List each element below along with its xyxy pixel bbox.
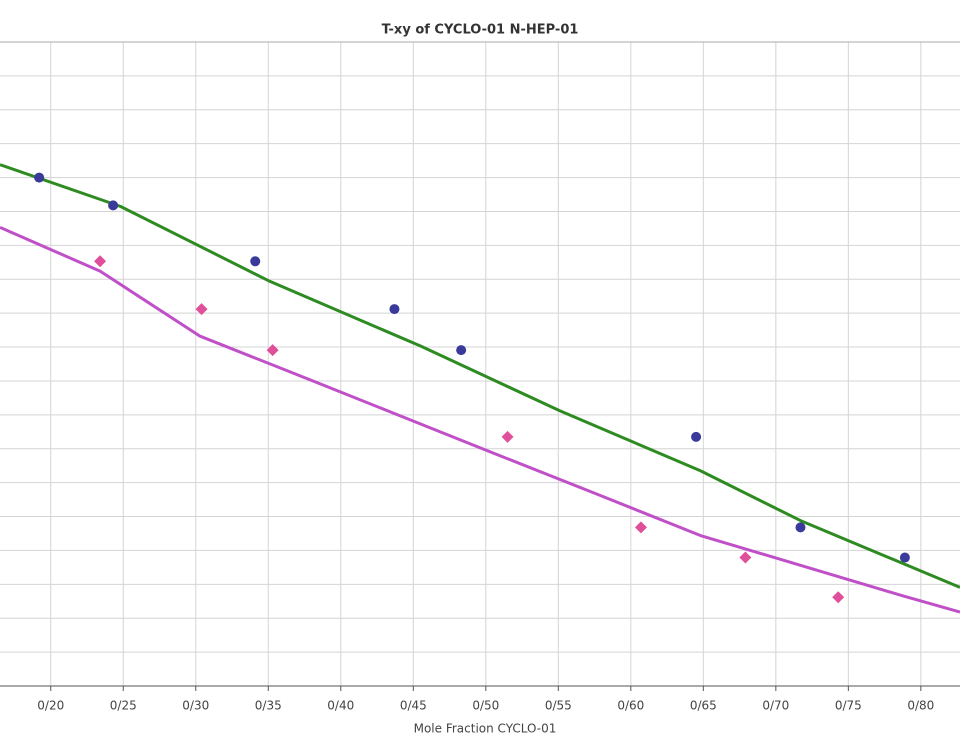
grid <box>0 42 960 686</box>
point <box>691 431 702 442</box>
point <box>634 521 647 534</box>
point <box>250 256 261 267</box>
point <box>832 591 845 604</box>
x-tick-label: 0/80 <box>907 699 934 713</box>
point <box>795 522 806 533</box>
x-tick-label: 0/30 <box>182 699 209 713</box>
point <box>195 303 208 316</box>
line <box>0 226 960 614</box>
x-tick-label: 0/60 <box>617 699 644 713</box>
x-tick-label: 0/20 <box>37 699 64 713</box>
x-tick-label: 0/55 <box>545 699 572 713</box>
x-tick-label: 0/35 <box>255 699 282 713</box>
point <box>899 552 910 563</box>
point <box>34 172 45 183</box>
point <box>266 344 279 357</box>
point <box>739 551 752 564</box>
x-tick-label: 0/50 <box>472 699 499 713</box>
point <box>94 255 107 268</box>
x-tick-label: 0/65 <box>690 699 717 713</box>
x-tick-label: 0/40 <box>327 699 354 713</box>
chart-title: T-xy of CYCLO-01 N-HEP-01 <box>382 23 579 38</box>
point <box>389 304 400 315</box>
line <box>0 163 960 589</box>
point <box>108 200 119 211</box>
point <box>456 345 467 356</box>
x-tick-label: 0/75 <box>835 699 862 713</box>
plot-area <box>0 163 960 614</box>
point <box>501 430 514 443</box>
x-axis-label: Mole Fraction CYCLO-01 <box>414 722 557 736</box>
x-tick-label: 0/70 <box>762 699 789 713</box>
x-tick-label: 0/25 <box>110 699 137 713</box>
x-tick-label: 0/45 <box>400 699 427 713</box>
